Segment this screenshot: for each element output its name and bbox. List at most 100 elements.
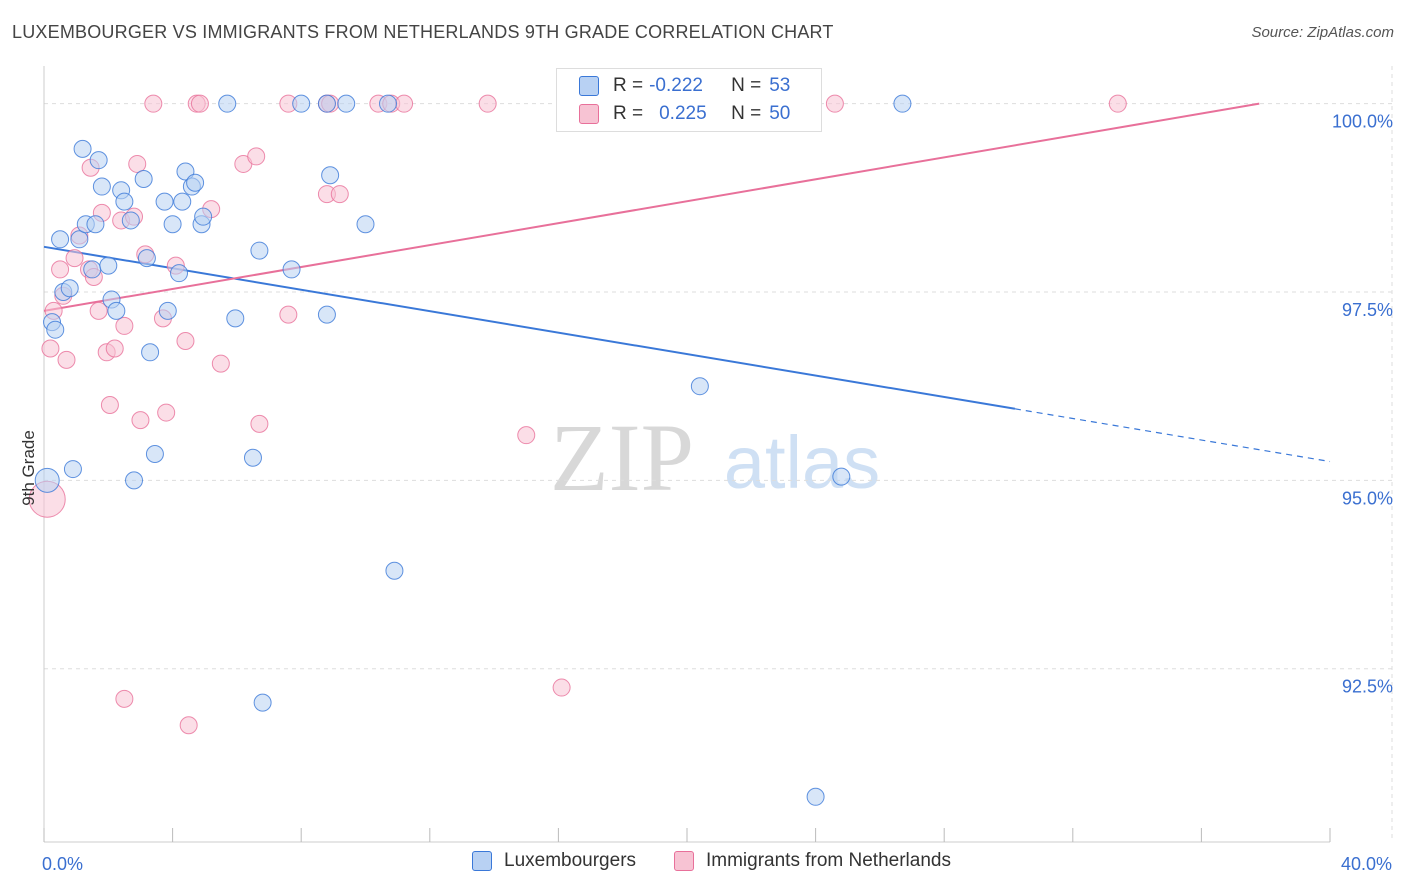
data-point-immigrants	[105, 339, 124, 358]
data-point-luxembourgers	[690, 377, 709, 396]
data-point-luxembourgers	[115, 192, 134, 211]
data-point-luxembourgers	[60, 279, 79, 298]
data-point-luxembourgers	[282, 260, 301, 279]
data-point-luxembourgers	[63, 460, 82, 479]
stats-legend: R = -0.222 N = 53 R = 0.225 N = 50	[556, 68, 822, 132]
legend-r-label: R =	[613, 103, 644, 124]
data-point-immigrants	[1108, 94, 1127, 113]
series-legend: Luxembourgers Immigrants from Netherland…	[0, 850, 1406, 878]
legend-swatch-blue	[579, 76, 599, 96]
watermark-atlas: atlas	[724, 421, 880, 504]
data-point-luxembourgers	[194, 207, 213, 226]
legend-r-label: R =	[613, 75, 644, 96]
legend-swatch-pink	[579, 104, 599, 124]
data-point-luxembourgers	[186, 173, 205, 192]
data-point-luxembourgers	[86, 215, 105, 234]
data-point-luxembourgers	[218, 94, 237, 113]
data-point-immigrants	[179, 716, 198, 735]
data-point-immigrants	[825, 94, 844, 113]
trend-line-luxembourgers-extension	[1014, 408, 1331, 463]
source-note: Source: ZipAtlas.com	[1251, 24, 1394, 41]
data-point-immigrants	[51, 260, 70, 279]
legend-n-value: 53	[769, 75, 791, 96]
legend-label-immigrants: Immigrants from Netherlands	[706, 850, 951, 871]
data-point-luxembourgers	[337, 94, 356, 113]
data-point-luxembourgers	[155, 192, 174, 211]
data-point-luxembourgers	[70, 230, 89, 249]
data-point-immigrants	[100, 396, 119, 415]
data-point-luxembourgers	[125, 471, 144, 490]
data-point-luxembourgers	[321, 166, 340, 185]
data-point-luxembourgers	[121, 211, 140, 230]
data-point-immigrants	[89, 301, 108, 320]
data-point-immigrants	[395, 94, 414, 113]
legend-row-luxembourgers: R = -0.222 N = 53	[579, 73, 790, 99]
y-tick-label: 100.0%	[1332, 112, 1393, 132]
series-luxembourgers-points	[34, 94, 912, 806]
trend-lines	[43, 102, 1331, 463]
data-point-luxembourgers	[107, 301, 126, 320]
trend-line-immigrants	[43, 102, 1260, 312]
data-point-luxembourgers	[379, 94, 398, 113]
data-point-luxembourgers	[141, 343, 160, 362]
data-point-immigrants	[190, 94, 209, 113]
watermark: ZIP atlas	[550, 404, 880, 511]
data-point-luxembourgers	[163, 215, 182, 234]
legend-item-luxembourgers: Luxembourgers	[472, 850, 636, 872]
data-point-luxembourgers	[385, 561, 404, 580]
x-tick-label: 40.0%	[1341, 854, 1392, 874]
data-point-luxembourgers	[92, 177, 111, 196]
data-point-immigrants	[57, 350, 76, 369]
data-point-luxembourgers	[292, 94, 311, 113]
data-point-luxembourgers	[145, 445, 164, 463]
data-point-luxembourgers	[46, 320, 65, 339]
y-axis-label: 9th Grade	[19, 430, 38, 506]
legend-swatch-blue	[472, 851, 492, 871]
axes	[43, 66, 1331, 843]
data-point-luxembourgers	[137, 249, 156, 268]
y-tick-label: 97.5%	[1342, 300, 1393, 320]
data-point-luxembourgers	[893, 94, 912, 113]
legend-swatch-pink	[674, 851, 694, 871]
x-tick-label: 0.0%	[42, 854, 83, 874]
data-point-immigrants	[176, 331, 195, 350]
data-point-luxembourgers	[73, 139, 92, 158]
data-point-immigrants	[128, 154, 147, 173]
y-tick-label: 92.5%	[1342, 677, 1393, 697]
legend-n-label: N =	[731, 75, 762, 96]
data-point-luxembourgers	[243, 448, 262, 467]
legend-item-immigrants: Immigrants from Netherlands	[674, 850, 951, 872]
data-point-luxembourgers	[253, 693, 272, 712]
data-point-immigrants	[144, 94, 163, 113]
trend-line-luxembourgers	[43, 245, 1016, 410]
data-point-luxembourgers	[89, 151, 108, 170]
data-point-immigrants	[41, 339, 60, 358]
data-point-luxembourgers	[158, 301, 177, 320]
legend-n-label: N =	[731, 103, 762, 124]
data-point-immigrants	[131, 411, 150, 430]
data-point-luxembourgers	[134, 170, 153, 189]
data-point-immigrants	[157, 403, 176, 422]
legend-r-value: 0.225	[659, 103, 707, 124]
data-point-luxembourgers	[173, 192, 192, 211]
data-point-immigrants	[115, 316, 134, 335]
data-point-luxembourgers	[317, 94, 336, 113]
data-point-luxembourgers	[34, 467, 60, 493]
data-point-immigrants	[250, 414, 269, 433]
data-point-luxembourgers	[170, 264, 189, 283]
legend-row-immigrants: R = 0.225 N = 50	[579, 101, 790, 127]
data-point-immigrants	[211, 354, 230, 373]
data-point-immigrants	[552, 678, 571, 697]
data-point-luxembourgers	[51, 230, 70, 249]
data-point-immigrants	[247, 147, 266, 166]
legend-label-luxembourgers: Luxembourgers	[504, 850, 637, 871]
data-point-luxembourgers	[806, 787, 825, 806]
y-tick-label: 95.0%	[1342, 488, 1393, 508]
data-point-immigrants	[65, 249, 84, 268]
data-point-immigrants	[478, 94, 497, 113]
data-point-luxembourgers	[99, 256, 118, 275]
data-point-immigrants	[279, 305, 298, 324]
chart-title: LUXEMBOURGER VS IMMIGRANTS FROM NETHERLA…	[12, 22, 834, 42]
data-point-luxembourgers	[832, 467, 851, 486]
